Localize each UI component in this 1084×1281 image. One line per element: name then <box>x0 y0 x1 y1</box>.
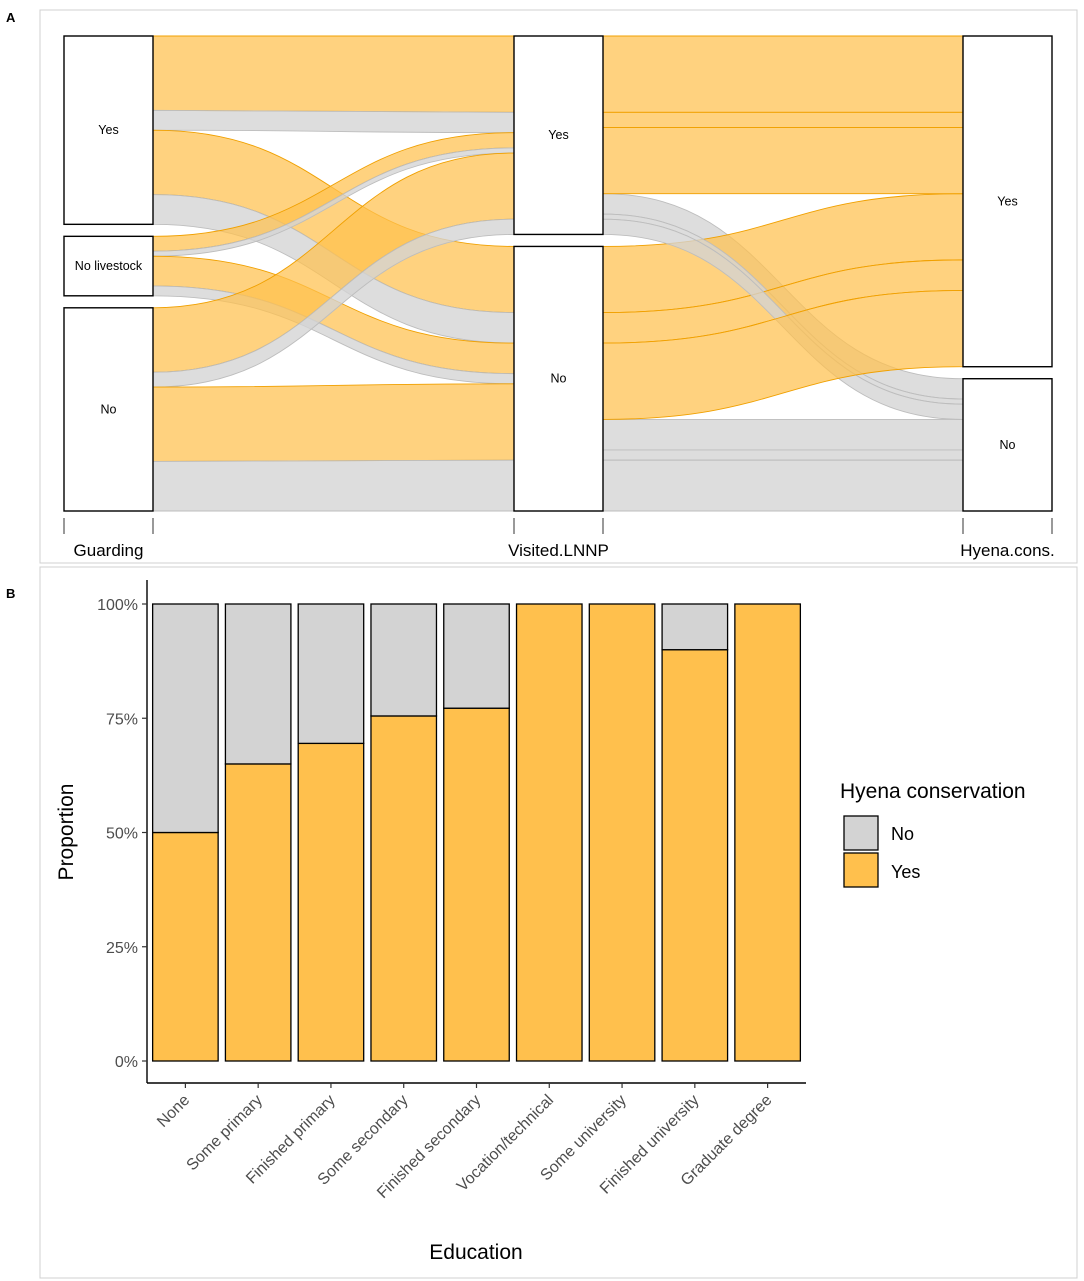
bar-no-5 <box>443 603 510 709</box>
bar-no-1 <box>151 603 219 834</box>
alluvial-flow-seg2-1 <box>602 35 964 113</box>
bar-no-2 <box>224 603 292 765</box>
alluvial-axis-label-1: Guarding <box>74 541 144 560</box>
bar-x-tick-label-2: Some primary <box>184 1092 266 1174</box>
alluvial-flow-seg2-9 <box>602 127 964 195</box>
alluvial-flow-seg2-8 <box>602 449 964 461</box>
alluvial-flow-seg1-11 <box>152 383 515 462</box>
legend-swatch-no <box>843 815 879 851</box>
bar-yes-1 <box>151 831 219 1062</box>
alluvial-axis-label-3: Hyena.cons. <box>960 541 1055 560</box>
alluvial-node-2-2 <box>513 245 604 512</box>
bar-marks <box>151 603 802 1062</box>
bar-yes-3 <box>297 742 365 1062</box>
bar-yes-9 <box>734 603 802 1062</box>
alluvial-flow-seg1-1 <box>152 35 515 113</box>
alluvial-node-label-3-2: No <box>1000 438 1016 452</box>
bar-legend: Hyena conservation No Yes <box>840 780 1026 888</box>
alluvial-nodes: Yes No livestock No Yes No Yes No <box>63 35 1053 512</box>
legend-title: Hyena conservation <box>840 780 1026 803</box>
alluvial-node-label-1-3: No <box>101 402 117 416</box>
alluvial-node-label-3-1: Yes <box>997 194 1017 208</box>
panel-b-frame <box>39 566 1078 1279</box>
bar-y-tick-label-2: 25% <box>106 940 138 957</box>
alluvial-node-2-1 <box>513 35 604 236</box>
alluvial-node-1-1 <box>63 35 154 226</box>
bar-x-axis-title: Education <box>429 1241 522 1264</box>
alluvial-flows <box>152 35 964 512</box>
bar-yes-2 <box>224 763 292 1062</box>
alluvial-node-label-1-1: Yes <box>98 123 118 137</box>
bar-y-axis-title: Proportion <box>55 784 78 881</box>
legend-label-no: No <box>891 824 914 844</box>
alluvial-node-label-2-1: Yes <box>548 128 568 142</box>
alluvial-flow-seg2-4 <box>602 418 964 451</box>
bar-no-4 <box>370 603 438 717</box>
bar-y-tick-label-5: 100% <box>97 597 138 614</box>
panel-a-tag: A <box>6 10 16 25</box>
bar-no-8 <box>661 603 729 651</box>
alluvial-node-1-3 <box>63 307 154 512</box>
bar-y-tick-label-3: 50% <box>106 826 138 843</box>
alluvial-node-3-1 <box>962 35 1053 368</box>
bar-y-tick-label-4: 75% <box>106 711 138 728</box>
alluvial-node-label-1-2: No livestock <box>75 259 143 273</box>
alluvial-node-3-2 <box>962 378 1053 512</box>
panel-a-frame <box>39 9 1078 564</box>
alluvial-flow-seg2-5 <box>602 111 964 129</box>
alluvial-axis-label-2: Visited.LNNP <box>508 541 609 560</box>
bar-no-3 <box>297 603 365 745</box>
bar-yes-6 <box>515 603 583 1062</box>
bar-y-tick-label-1: 0% <box>115 1054 138 1071</box>
legend-label-yes: Yes <box>891 862 920 882</box>
alluvial-node-1-2 <box>63 235 154 297</box>
bar-x-tick-label-1: None <box>154 1092 193 1131</box>
alluvial-flow-seg1-2 <box>152 109 515 134</box>
legend-swatch-yes <box>843 852 879 888</box>
panel-b-tag: B <box>6 586 15 601</box>
alluvial-flow-seg2-12 <box>602 459 964 512</box>
bar-yes-7 <box>588 603 656 1062</box>
alluvial-node-label-2-2: No <box>551 372 567 386</box>
bar-yes-8 <box>661 649 729 1062</box>
alluvial-flow-seg1-12 <box>152 459 515 512</box>
bar-yes-4 <box>370 715 438 1062</box>
alluvial-axes: Guarding Visited.LNNP Hyena.cons. <box>63 518 1055 560</box>
bar-yes-5 <box>443 707 510 1062</box>
